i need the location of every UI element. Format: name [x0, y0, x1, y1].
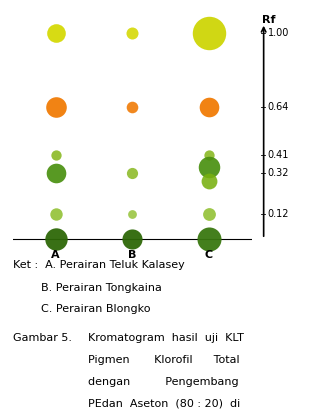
Point: [130, 104, 135, 111]
Text: Rf: Rf: [262, 15, 275, 25]
Point: [53, 236, 58, 243]
Text: A: A: [51, 251, 60, 260]
Text: C: C: [205, 251, 213, 260]
Text: Ket :  A. Perairan Teluk Kalasey: Ket : A. Perairan Teluk Kalasey: [13, 260, 184, 270]
Point: [206, 30, 211, 36]
Text: 0.32: 0.32: [268, 168, 289, 178]
Text: Pigmen       Klorofil      Total: Pigmen Klorofil Total: [88, 355, 240, 365]
Text: C. Perairan Blongko: C. Perairan Blongko: [13, 304, 150, 314]
Text: 1.00: 1.00: [268, 28, 289, 38]
Point: [53, 211, 58, 218]
Point: [130, 211, 135, 218]
Text: 0.12: 0.12: [268, 210, 289, 219]
Text: B: B: [128, 251, 136, 260]
Point: [53, 151, 58, 158]
Point: [206, 104, 211, 111]
Point: [53, 30, 58, 36]
Text: dengan          Pengembang: dengan Pengembang: [88, 377, 239, 387]
Point: [206, 178, 211, 185]
Point: [206, 151, 211, 158]
Point: [206, 211, 211, 218]
Point: [53, 170, 58, 176]
Text: 0.41: 0.41: [268, 150, 289, 160]
Point: [130, 236, 135, 243]
Text: B. Perairan Tongkaina: B. Perairan Tongkaina: [13, 283, 162, 293]
Point: [53, 104, 58, 111]
Text: PEdan  Aseton  (80 : 20)  di: PEdan Aseton (80 : 20) di: [88, 398, 240, 409]
Text: 0.64: 0.64: [268, 102, 289, 112]
Point: [206, 236, 211, 243]
Point: [130, 170, 135, 176]
Point: [206, 164, 211, 171]
Text: Gambar 5.: Gambar 5.: [13, 333, 72, 343]
Point: [130, 30, 135, 36]
Text: Kromatogram  hasil  uji  KLT: Kromatogram hasil uji KLT: [88, 333, 244, 343]
